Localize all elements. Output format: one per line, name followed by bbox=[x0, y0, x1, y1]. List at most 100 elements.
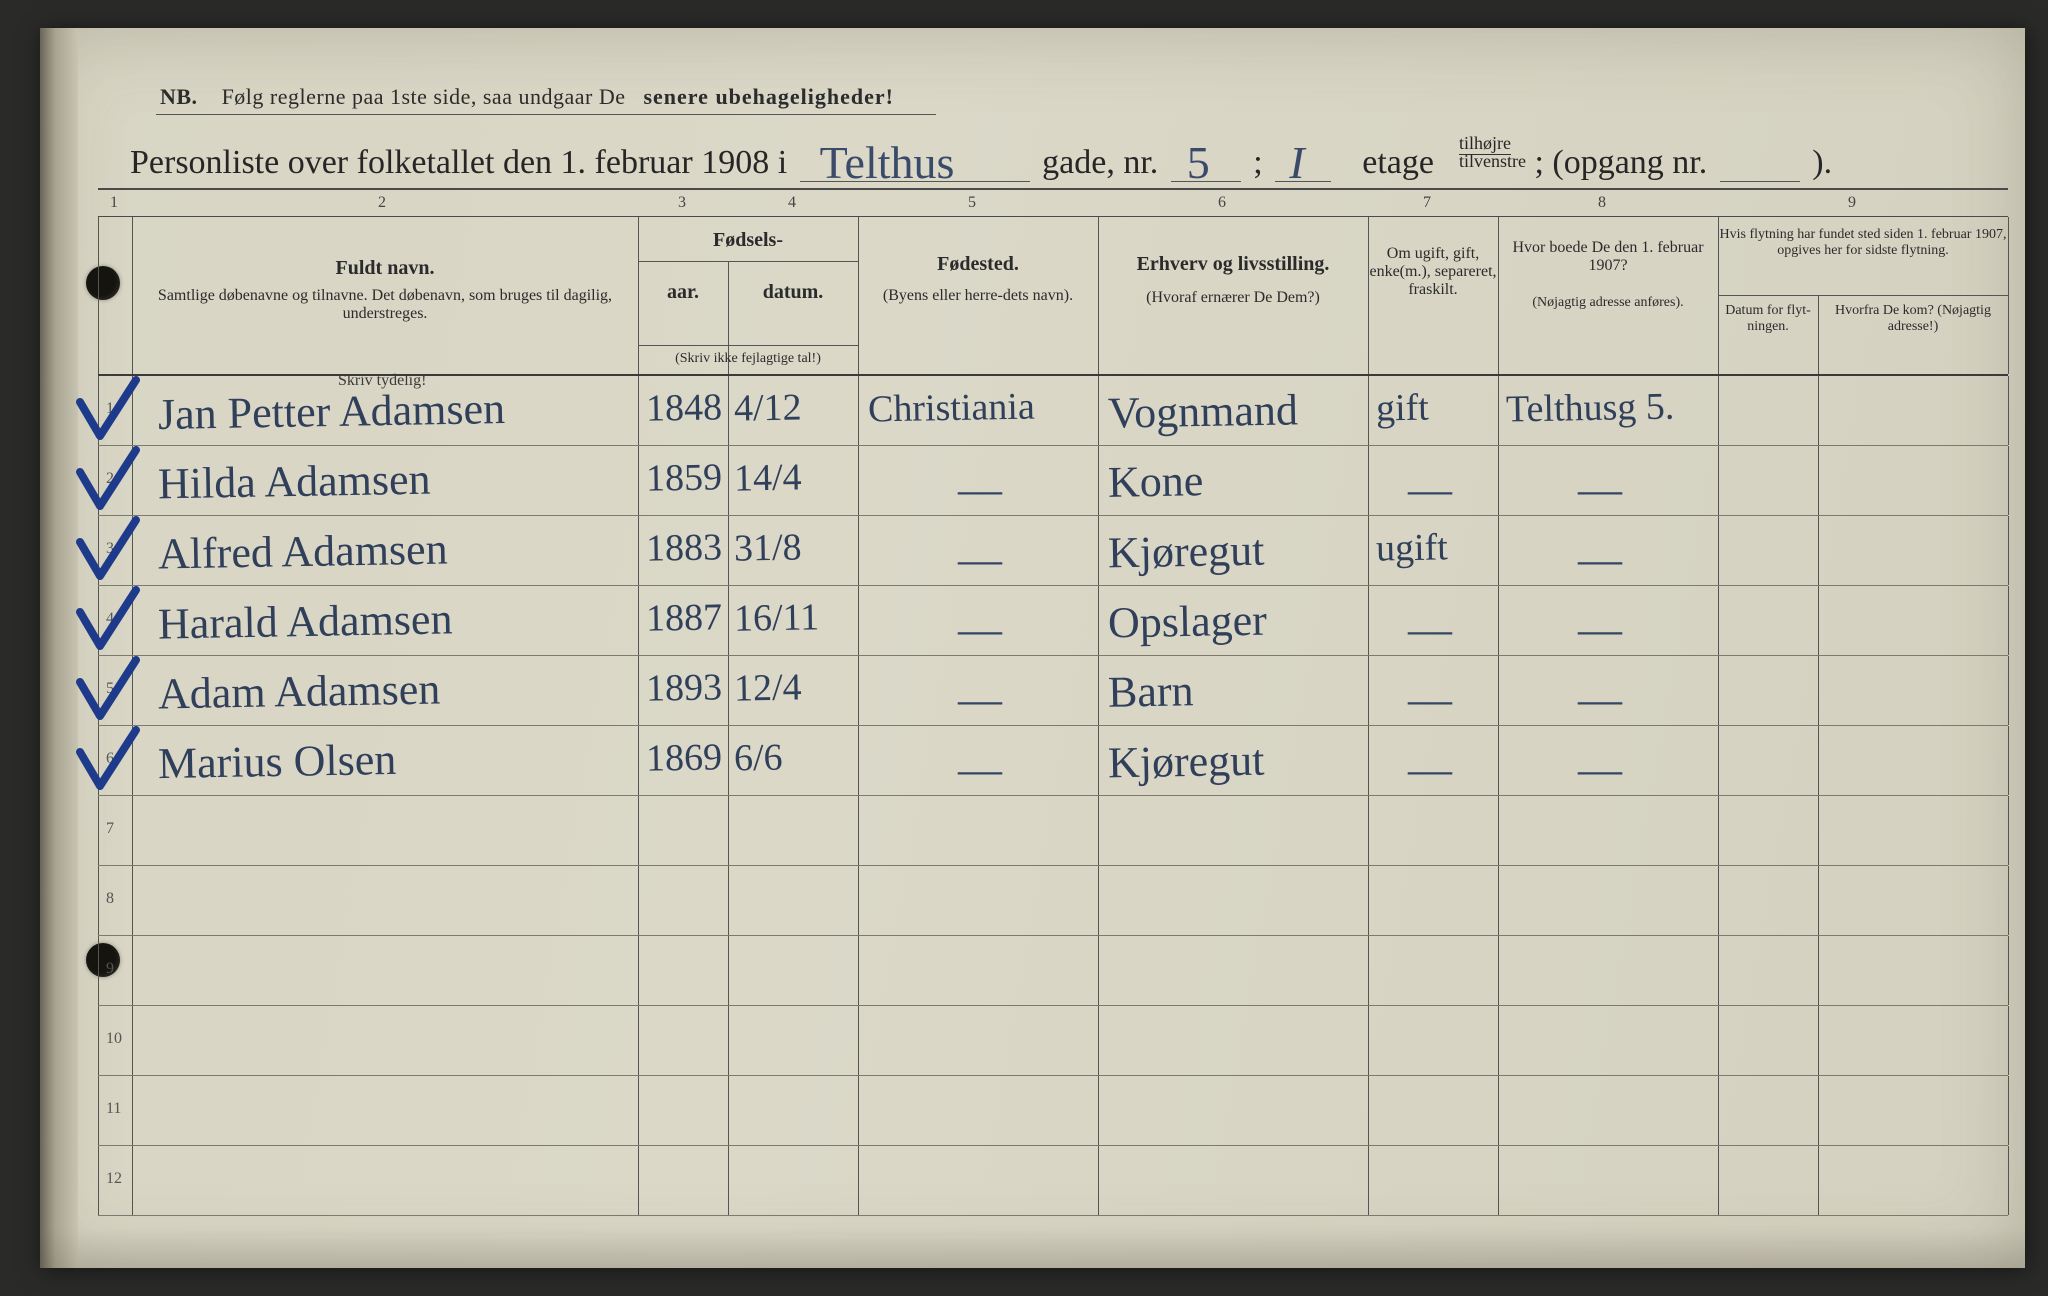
cell-handwritten: 1893 bbox=[646, 665, 723, 710]
table-row: 10 bbox=[98, 1006, 2008, 1076]
colnum: 4 bbox=[788, 194, 796, 212]
row-number: 1 bbox=[106, 400, 114, 418]
cell-handwritten: Adam Adamsen bbox=[158, 664, 441, 720]
table-row: 2 Hilda Adamsen 185914/4 — Kone — — bbox=[98, 446, 2008, 516]
side-stack: tilhøjre tilvenstre bbox=[1459, 134, 1526, 170]
table-row: 11 bbox=[98, 1076, 2008, 1146]
street-handwritten: Telthus bbox=[820, 136, 955, 189]
title-c: ; bbox=[1253, 144, 1262, 181]
table-row: 3Alfred Adamsen188331/8—Kjøregutugift— bbox=[98, 516, 2008, 586]
title-f: ). bbox=[1812, 144, 1832, 181]
title-a: Personliste over folketallet den 1. febr… bbox=[130, 144, 787, 181]
table-row: 12 bbox=[98, 1146, 2008, 1216]
cell-handwritten: 1859 bbox=[646, 455, 723, 500]
title-e: ; (opgang nr. bbox=[1534, 144, 1707, 181]
hdr-boede: Hvor boede De den 1. februar 1907? bbox=[1498, 239, 1718, 275]
colnum: 1 bbox=[110, 194, 118, 212]
cell-handwritten: Hilda Adamsen bbox=[158, 454, 431, 510]
title-d: etage bbox=[1362, 144, 1434, 181]
census-table: 1 2 3 4 5 6 7 8 9 Fuldt navn. bbox=[98, 190, 2008, 1216]
table-body: Skriv tydelig! 1Jan Petter Adamsen18484/… bbox=[98, 376, 2008, 1216]
row-number: 4 bbox=[106, 610, 114, 628]
hdr-fuldt-sub: Samtlige døbenavne og tilnavne. Det døbe… bbox=[142, 287, 628, 323]
table-row: 4Harald Adamsen188716/11—Opslager—— bbox=[98, 586, 2008, 656]
cell-handwritten: 16/11 bbox=[734, 595, 820, 640]
table-row: 9 bbox=[98, 936, 2008, 1006]
row-number: 7 bbox=[106, 820, 114, 838]
row-number: 9 bbox=[106, 960, 114, 978]
binding-edge bbox=[40, 28, 78, 1268]
cell-handwritten: 1848 bbox=[646, 385, 723, 430]
hdr-flyt-a: Datum for flyt-ningen. bbox=[1718, 303, 1818, 335]
column-number-row: 1 2 3 4 5 6 7 8 9 bbox=[98, 190, 2008, 216]
ditto-mark: — bbox=[958, 534, 1002, 585]
page-shadow bbox=[40, 1228, 2025, 1268]
colnum: 2 bbox=[378, 194, 386, 212]
cell-handwritten: Kone bbox=[1108, 455, 1204, 508]
ditto-mark: — bbox=[958, 674, 1002, 725]
ditto-mark: — bbox=[1578, 464, 1622, 515]
ditto-mark: — bbox=[1578, 674, 1622, 725]
hdr-fodsels: Fødsels- bbox=[638, 229, 858, 252]
ditto-mark: — bbox=[1578, 604, 1622, 655]
hdr-fuldt: Fuldt navn. bbox=[132, 257, 638, 280]
nb-text-b: senere ubehageligheder! bbox=[643, 84, 894, 109]
row-number: 2 bbox=[106, 470, 114, 488]
row-number: 8 bbox=[106, 890, 114, 908]
hdr-flyt-b: Hvorfra De kom? (Nøjagtig adresse!) bbox=[1818, 303, 2008, 335]
ditto-mark: — bbox=[1408, 604, 1452, 655]
ditto-mark: — bbox=[1578, 744, 1622, 795]
nb-prefix: NB. bbox=[160, 84, 198, 109]
cell-handwritten: Kjøregut bbox=[1108, 525, 1265, 579]
nb-text-a: Følg reglerne paa 1ste side, saa undgaar… bbox=[222, 84, 626, 109]
cell-handwritten: Kjøregut bbox=[1108, 735, 1265, 789]
ditto-mark: — bbox=[1578, 534, 1622, 585]
ditto-mark: — bbox=[1408, 464, 1452, 515]
cell-handwritten: 14/4 bbox=[734, 455, 802, 500]
row-number: 11 bbox=[106, 1100, 121, 1118]
cell-handwritten: ugift bbox=[1376, 525, 1449, 570]
colnum: 3 bbox=[678, 194, 686, 212]
cell-handwritten: 1883 bbox=[646, 525, 723, 570]
hdr-erhverv-sub: (Hvoraf ernærer De Dem?) bbox=[1098, 289, 1368, 307]
table-row: 5Adam Adamsen189312/4—Barn—— bbox=[98, 656, 2008, 726]
cell-handwritten: 12/4 bbox=[734, 665, 802, 710]
row-number: 3 bbox=[106, 540, 114, 558]
ditto-mark: — bbox=[1408, 744, 1452, 795]
table-row: 7 bbox=[98, 796, 2008, 866]
cell-handwritten: 31/8 bbox=[734, 525, 802, 570]
cell-handwritten: 6/6 bbox=[734, 736, 783, 781]
cell-handwritten: Vognmand bbox=[1108, 384, 1299, 438]
cell-handwritten: 4/12 bbox=[734, 385, 802, 430]
row-number: 5 bbox=[106, 680, 114, 698]
table-row: 6 Marius Olsen 18696/6 — Kjøregut — — bbox=[98, 726, 2008, 796]
floor-handwritten: I bbox=[1289, 136, 1304, 189]
cell-handwritten: Harald Adamsen bbox=[158, 593, 453, 649]
colnum: 6 bbox=[1218, 194, 1226, 212]
ditto-mark: — bbox=[958, 464, 1002, 515]
hdr-flyt: Hvis flytning har fundet sted siden 1. f… bbox=[1718, 227, 2008, 259]
row-number: 10 bbox=[106, 1030, 122, 1048]
cell-handwritten: Marius Olsen bbox=[158, 734, 397, 789]
hdr-datum: datum. bbox=[728, 281, 858, 304]
hdr-boede-sub: (Nøjagtig adresse anføres). bbox=[1498, 295, 1718, 311]
row-number: 6 bbox=[106, 750, 114, 768]
colnum: 5 bbox=[968, 194, 976, 212]
hdr-erhverv: Erhverv og livsstilling. bbox=[1098, 253, 1368, 276]
table-header: Fuldt navn. Samtlige døbenavne og tilnav… bbox=[98, 216, 2008, 376]
hdr-aar-note: (Skriv ikke fejlagtige tal!) bbox=[638, 351, 858, 367]
cell-handwritten: Jan Petter Adamsen bbox=[158, 383, 506, 440]
cell-handwritten: 1887 bbox=[646, 595, 723, 640]
form-title: Personliste over folketallet den 1. febr… bbox=[130, 134, 2000, 182]
colnum: 7 bbox=[1423, 194, 1431, 212]
colnum: 8 bbox=[1598, 194, 1606, 212]
cell-handwritten: 1869 bbox=[646, 735, 723, 780]
hdr-ugift: Om ugift, gift, enke(m.), separeret, fra… bbox=[1368, 245, 1498, 299]
hdr-fodested: Fødested. bbox=[858, 253, 1098, 276]
ditto-mark: — bbox=[1408, 674, 1452, 725]
ditto-mark: — bbox=[958, 744, 1002, 795]
cell-handwritten: Christiania bbox=[868, 385, 1036, 432]
cell-handwritten: gift bbox=[1376, 386, 1430, 431]
row-number: 12 bbox=[106, 1170, 122, 1188]
table-row: 8 bbox=[98, 866, 2008, 936]
